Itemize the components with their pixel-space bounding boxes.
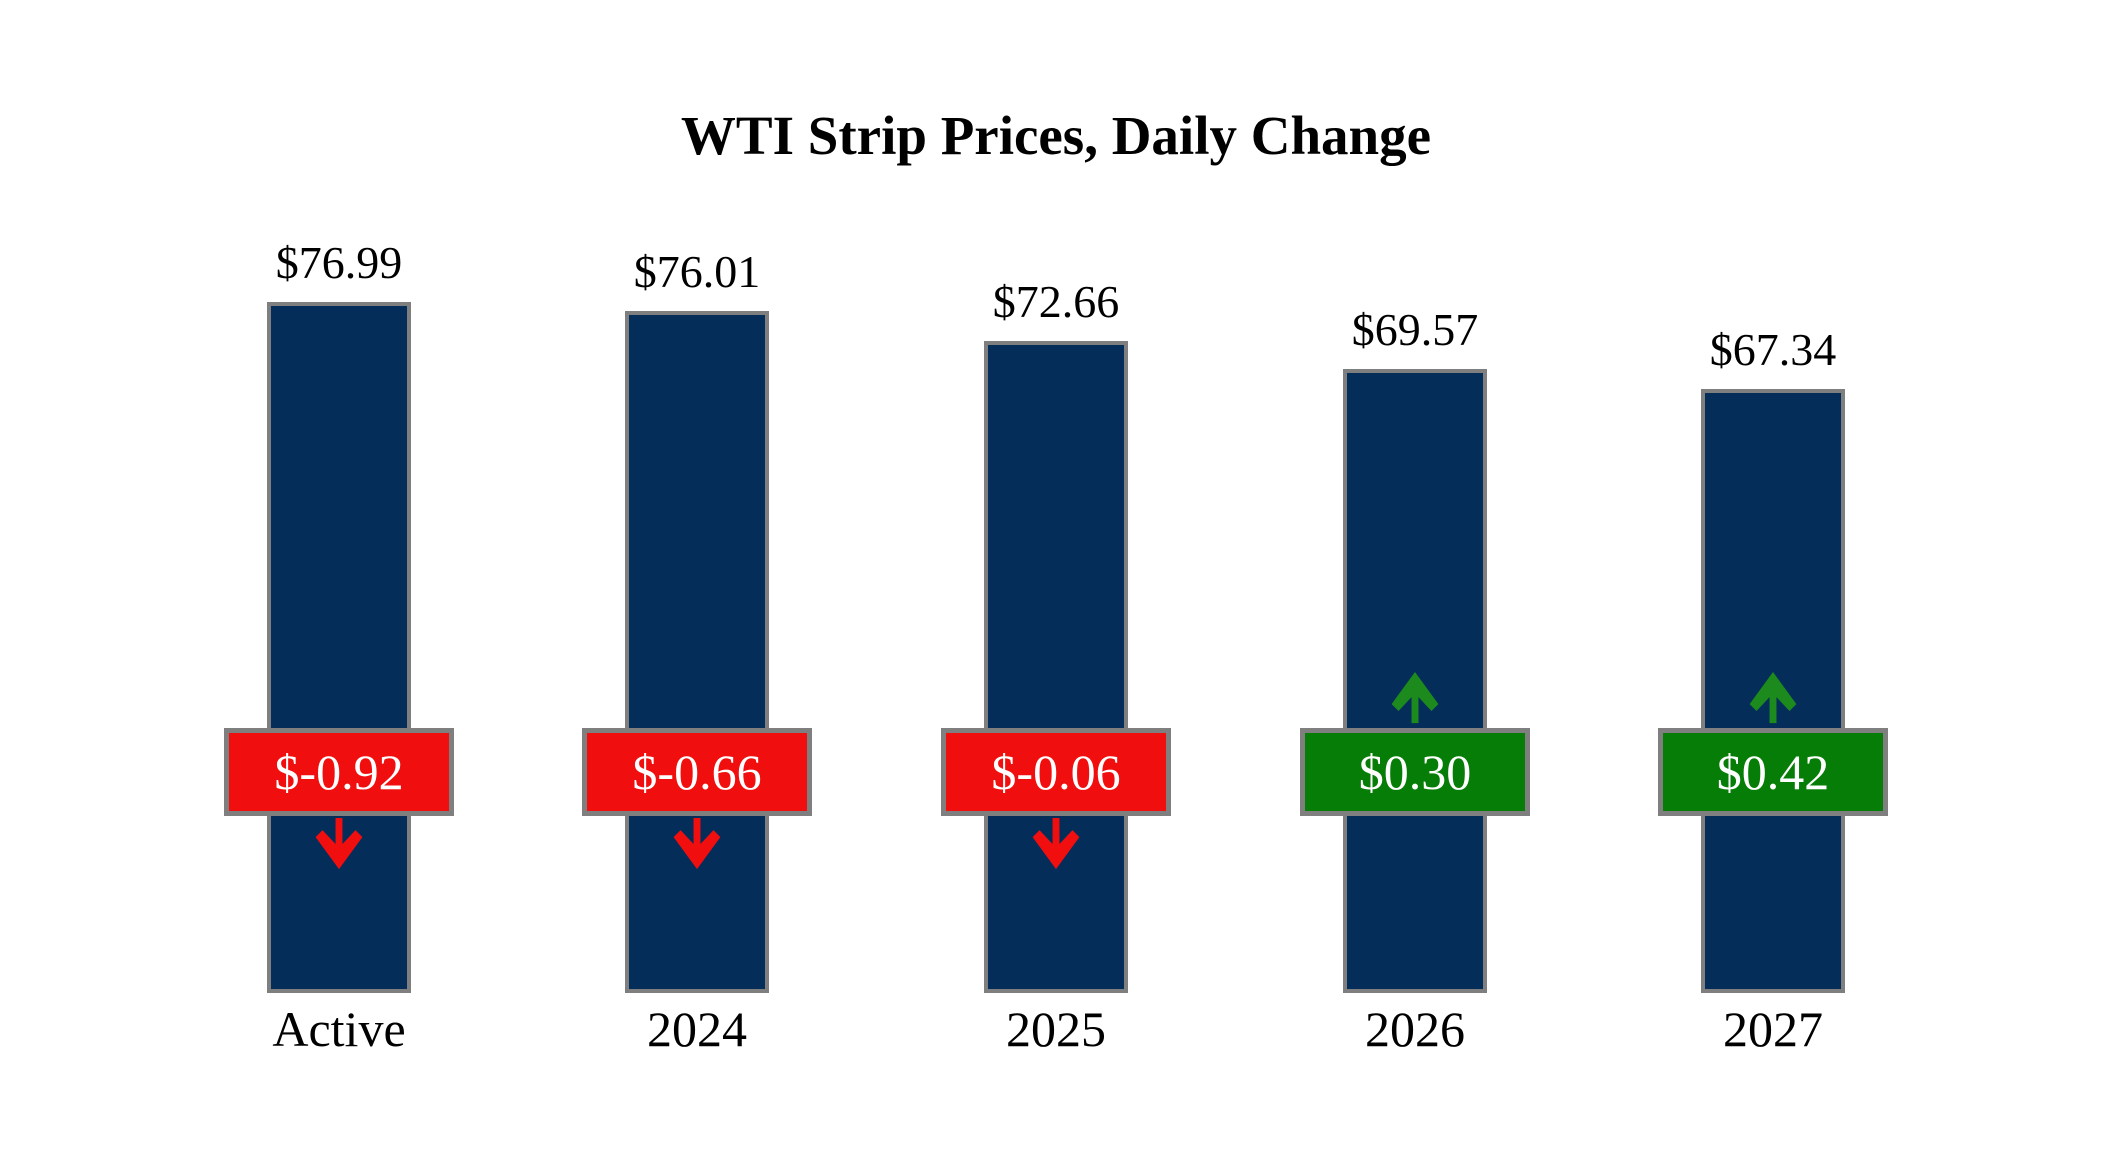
daily-change-badge-positive: $0.42 [1658, 728, 1888, 816]
price-label: $76.99 [275, 237, 403, 288]
category-label: Active [272, 1001, 406, 1057]
daily-change-badge-negative: $-0.92 [224, 728, 454, 816]
daily-change-value: $-0.06 [991, 744, 1121, 800]
up-arrow-icon [1391, 672, 1439, 724]
daily-change-badge-negative: $-0.66 [582, 728, 812, 816]
category-label: 2025 [1006, 1001, 1106, 1057]
bar-group: $67.34 $0.42 2027 [1658, 0, 1888, 1152]
bar-group: $76.99 $-0.92 Active [224, 0, 454, 1152]
up-arrow-icon [1749, 672, 1797, 724]
bar-group: $76.01 $-0.66 2024 [582, 0, 812, 1152]
category-label: 2027 [1723, 1001, 1823, 1057]
price-bar [984, 341, 1128, 993]
bar-group: $69.57 $0.30 2026 [1300, 0, 1530, 1152]
price-label: $76.01 [633, 246, 761, 297]
price-label: $67.34 [1709, 324, 1837, 375]
down-arrow-icon [315, 818, 363, 870]
price-label: $69.57 [1351, 304, 1479, 355]
price-bar [267, 302, 411, 993]
chart-title: WTI Strip Prices, Daily Change [680, 105, 1432, 166]
down-arrow-icon [1032, 818, 1080, 870]
daily-change-badge-negative: $-0.06 [941, 728, 1171, 816]
price-label: $72.66 [992, 276, 1120, 327]
category-label: 2026 [1365, 1001, 1465, 1057]
daily-change-value: $-0.66 [632, 744, 762, 800]
price-bar [625, 311, 769, 993]
down-arrow-icon [673, 818, 721, 870]
daily-change-badge-positive: $0.30 [1300, 728, 1530, 816]
bar-group: $72.66 $-0.06 2025 [941, 0, 1171, 1152]
daily-change-value: $-0.92 [274, 744, 404, 800]
daily-change-value: $0.42 [1716, 744, 1830, 800]
category-label: 2024 [647, 1001, 747, 1057]
daily-change-value: $0.30 [1358, 744, 1472, 800]
